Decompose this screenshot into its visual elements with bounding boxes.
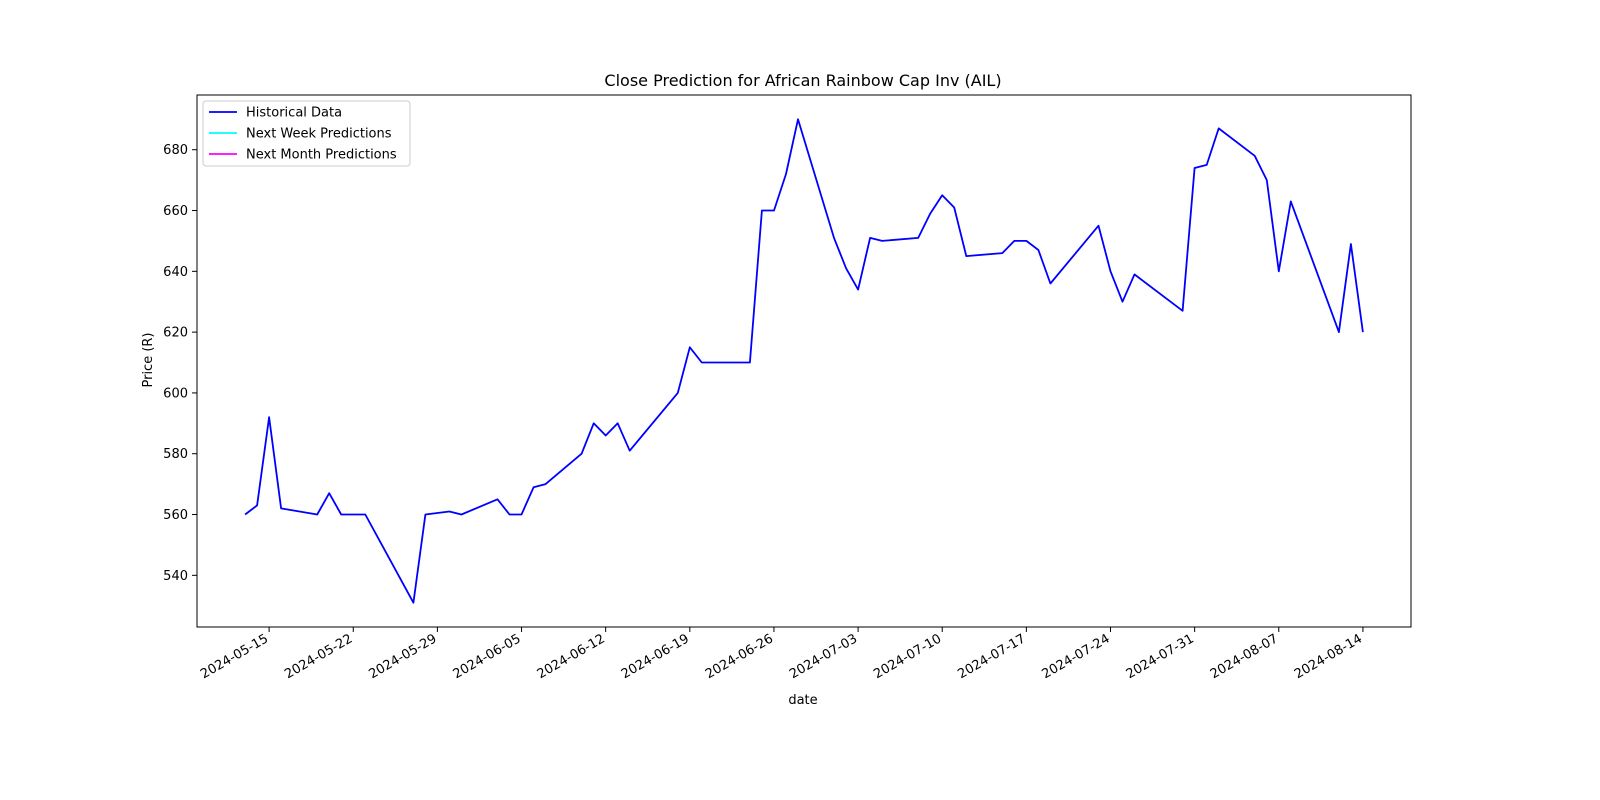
y-tick-label: 620 — [163, 326, 188, 341]
plot-frame — [196, 94, 1412, 628]
x-tick-label: 2024-08-07 — [1208, 631, 1281, 682]
y-tick-label: 640 — [163, 265, 188, 280]
plot-area — [196, 94, 1412, 628]
y-axis-title: Price (R) — [141, 332, 156, 387]
x-tick-label: 2024-07-24 — [1040, 631, 1113, 682]
x-tick-label: 2024-07-17 — [955, 631, 1028, 682]
x-tick-label: 2024-06-19 — [619, 631, 692, 682]
x-tick-label: 2024-06-26 — [703, 631, 776, 682]
x-axis-title: date — [788, 693, 817, 708]
x-tick-label: 2024-07-31 — [1124, 631, 1197, 682]
x-tick-label: 2024-07-03 — [787, 631, 860, 682]
y-axis: 540 560 580 600 620 640 660 680 — [163, 143, 197, 584]
legend: Historical Data Next Week Predictions Next… — [202, 100, 411, 167]
x-axis: 2024-05-15 2024-05-22 2024-05-29 2024-06-05… — [198, 627, 1365, 682]
x-tick-label: 2024-08-14 — [1292, 631, 1365, 682]
y-tick-label: 560 — [163, 508, 188, 523]
chart-title: Close Prediction for African Rainbow Cap… — [604, 71, 1001, 90]
legend-box — [202, 100, 411, 167]
legend-label-1: Next Week Predictions — [246, 127, 392, 142]
y-tick-label: 580 — [163, 447, 188, 462]
x-tick-label: 2024-06-12 — [535, 631, 608, 682]
x-tick-label: 2024-05-22 — [282, 631, 355, 682]
y-tick-label: 540 — [163, 569, 188, 584]
legend-label-0: Historical Data — [246, 106, 342, 121]
x-tick-label: 2024-05-15 — [198, 631, 271, 682]
x-tick-label: 2024-07-10 — [871, 631, 944, 682]
x-tick-label: 2024-05-29 — [366, 631, 439, 682]
y-tick-label: 660 — [163, 204, 188, 219]
series-line-0 — [244, 118, 1364, 604]
x-tick-label: 2024-06-05 — [451, 631, 524, 682]
legend-label-2: Next Month Predictions — [246, 148, 397, 163]
y-tick-label: 680 — [163, 143, 188, 158]
y-tick-label: 600 — [163, 386, 188, 401]
